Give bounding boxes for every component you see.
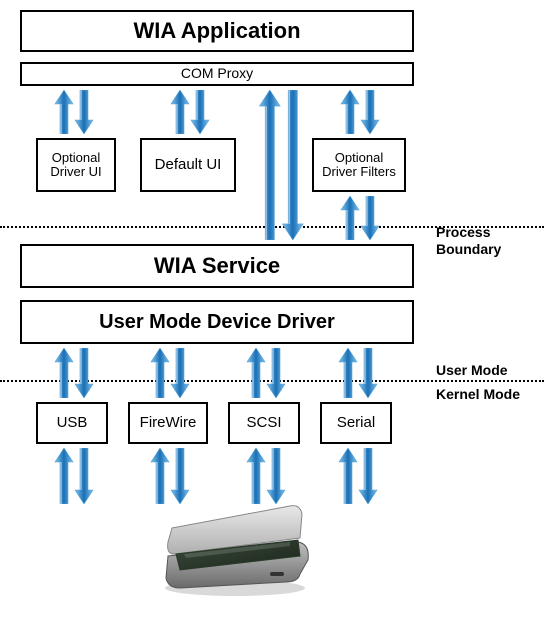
box-wia-application: WIA Application: [20, 10, 414, 52]
label: Default UI: [155, 157, 222, 174]
label: WIA Application: [133, 19, 300, 43]
label: Optional Driver UI: [50, 151, 101, 180]
label: USB: [57, 415, 88, 432]
bidirectional-arrow-icon: [148, 348, 192, 398]
bidirectional-arrow-icon: [244, 348, 288, 398]
bidirectional-arrow-icon: [168, 90, 212, 134]
label-process-boundary: Process Boundary: [436, 224, 501, 258]
box-optional-driver-ui: Optional Driver UI: [36, 138, 116, 192]
bidirectional-arrow-icon: [52, 90, 96, 134]
label: WIA Service: [154, 254, 280, 278]
bidirectional-arrow-icon: [148, 448, 192, 504]
label: Optional Driver Filters: [322, 151, 396, 180]
label: COM Proxy: [181, 66, 253, 81]
bidirectional-arrow-icon: [256, 90, 307, 240]
label-kernel-mode: Kernel Mode: [436, 386, 520, 403]
label: User Mode Device Driver: [99, 311, 335, 333]
box-scsi: SCSI: [228, 402, 300, 444]
box-default-ui: Default UI: [140, 138, 236, 192]
label: FireWire: [140, 415, 197, 432]
box-optional-driver-filters: Optional Driver Filters: [312, 138, 406, 192]
bidirectional-arrow-icon: [52, 348, 96, 398]
bidirectional-arrow-icon: [338, 196, 382, 240]
bidirectional-arrow-icon: [338, 90, 382, 134]
bidirectional-arrow-icon: [336, 348, 380, 398]
box-wia-service: WIA Service: [20, 244, 414, 288]
label-user-mode: User Mode: [436, 362, 508, 379]
box-com-proxy: COM Proxy: [20, 62, 414, 86]
wia-architecture-diagram: WIA Application COM Proxy Optional Drive…: [0, 0, 544, 618]
label: Serial: [337, 415, 375, 432]
bidirectional-arrow-icon: [52, 448, 96, 504]
box-usb: USB: [36, 402, 108, 444]
scanner-device-icon: [150, 500, 320, 600]
box-serial: Serial: [320, 402, 392, 444]
box-firewire: FireWire: [128, 402, 208, 444]
bidirectional-arrow-icon: [336, 448, 380, 504]
box-user-mode-device-driver: User Mode Device Driver: [20, 300, 414, 344]
label: SCSI: [246, 415, 281, 432]
bidirectional-arrow-icon: [244, 448, 288, 504]
